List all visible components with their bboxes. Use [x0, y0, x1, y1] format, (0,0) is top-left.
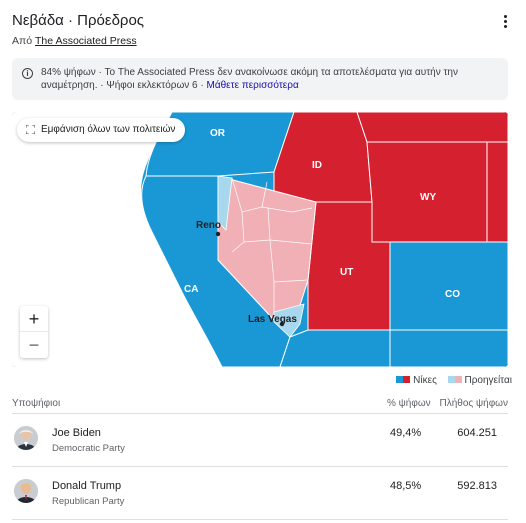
label-reno: Reno — [196, 220, 221, 231]
map-svg: OR ID WY CA UT CO Reno Las Vegas — [12, 112, 508, 367]
info-text: 84% ψήφων · Το The Associated Press δεν … — [41, 66, 501, 92]
source-prefix: Από — [12, 35, 33, 47]
county-clark[interactable] — [273, 303, 305, 338]
state-arizona[interactable] — [279, 329, 391, 367]
table-bottom-divider — [12, 519, 508, 520]
candidate-votes: 592.813 — [457, 480, 497, 492]
candidate-party: Democratic Party — [52, 443, 125, 454]
table-row[interactable]: Donald Trump Republican Party 48,5% 592.… — [12, 466, 508, 518]
state-colorado[interactable] — [389, 241, 508, 331]
more-vert-icon[interactable] — [500, 14, 510, 30]
reno-dot — [215, 231, 221, 237]
table-row[interactable]: Joe Biden Democratic Party 49,4% 604.251 — [12, 413, 508, 465]
label-las-vegas: Las Vegas — [248, 314, 297, 325]
candidate-votes: 604.251 — [457, 427, 497, 439]
label-ut: UT — [340, 267, 353, 278]
leads-swatch-dem — [447, 376, 455, 383]
state-california[interactable] — [141, 175, 291, 367]
leads-swatch-rep — [454, 376, 462, 383]
info-message: 84% ψήφων · Το The Associated Press δεν … — [41, 67, 458, 91]
zoom-in-button[interactable]: + — [20, 306, 48, 332]
county-lines — [231, 177, 313, 312]
page-title: Νεβάδα · Πρόεδρος — [12, 12, 145, 29]
county-washoe[interactable] — [217, 175, 233, 231]
label-id: ID — [312, 160, 322, 171]
card-header: Νεβάδα · Πρόεδρος Από The Associated Pre… — [12, 12, 514, 47]
info-banner: i 84% ψήφων · Το The Associated Press δε… — [12, 58, 508, 100]
show-all-states-button[interactable]: Εμφάνιση όλων των πολιτειών — [17, 118, 186, 142]
avatar — [14, 426, 38, 450]
col-candidates: Υποψήφιοι — [12, 398, 61, 409]
las-vegas-dot — [279, 321, 285, 327]
label-or: OR — [210, 128, 226, 139]
expand-icon — [26, 125, 35, 134]
results-map[interactable]: OR ID WY CA UT CO Reno Las Vegas Εμφάνισ… — [12, 112, 508, 367]
legend-leads: Προηγείται — [464, 375, 512, 386]
label-ca: CA — [184, 284, 198, 295]
candidate-name: Donald Trump — [52, 480, 122, 492]
candidate-pct: 49,4% — [390, 427, 422, 439]
legend-wins: Νίκες — [413, 375, 437, 386]
map-legend: Νίκες Προηγείται — [396, 375, 512, 386]
col-pct: % ψήφων — [387, 398, 431, 409]
info-icon: i — [22, 68, 33, 79]
source-link[interactable]: The Associated Press — [35, 35, 137, 47]
zoom-controls: + − — [20, 306, 48, 358]
label-wy: WY — [420, 192, 436, 203]
candidate-party: Republican Party — [52, 496, 125, 507]
col-votes: Πλήθος ψήφων — [439, 398, 509, 409]
candidate-name: Joe Biden — [52, 427, 101, 439]
wins-swatch-dem — [396, 376, 404, 383]
ocean-area — [12, 112, 222, 367]
state-dakota[interactable] — [486, 141, 508, 243]
show-all-label: Εμφάνιση όλων των πολιτειών — [41, 124, 176, 135]
learn-more-link[interactable]: Μάθετε περισσότερα — [206, 80, 299, 91]
wins-swatch-rep — [403, 376, 411, 383]
zoom-out-button[interactable]: − — [28, 335, 40, 355]
label-co: CO — [445, 289, 460, 300]
source-line: Από The Associated Press — [12, 35, 514, 47]
state-montana[interactable] — [356, 112, 508, 143]
candidate-pct: 48,5% — [390, 480, 422, 492]
state-new-mexico[interactable] — [389, 329, 508, 367]
avatar — [14, 479, 38, 503]
